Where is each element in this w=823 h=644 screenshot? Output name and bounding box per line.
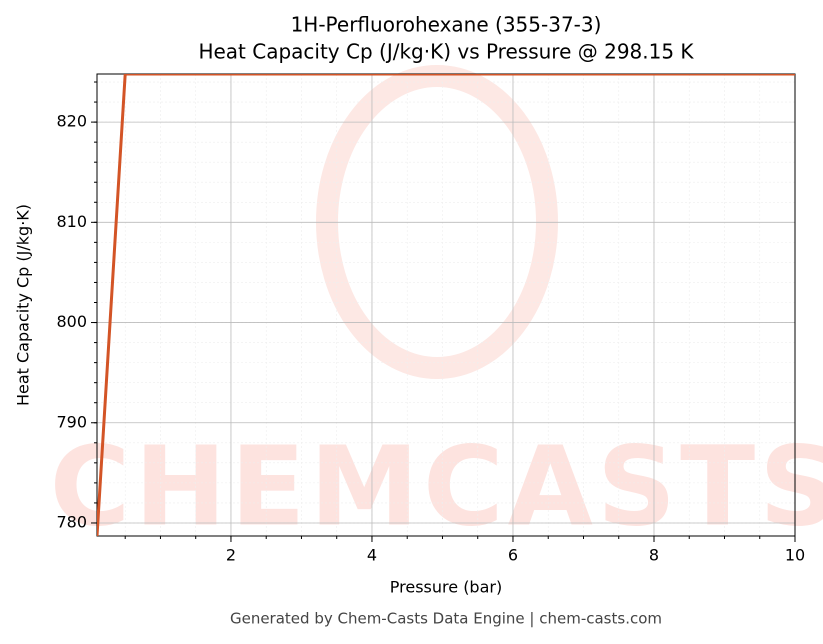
y-tick-label: 780 <box>56 512 87 531</box>
chart-title: 1H-Perfluorohexane (355-37-3) <box>291 13 602 37</box>
y-tick-label: 800 <box>56 312 87 331</box>
x-tick-label: 10 <box>785 546 805 565</box>
chart-subtitle: Heat Capacity Cp (J/kg·K) vs Pressure @ … <box>198 40 694 64</box>
y-tick-label: 820 <box>56 112 87 131</box>
x-tick-label: 4 <box>367 546 377 565</box>
data-line <box>97 74 795 536</box>
x-tick-label: 2 <box>226 546 236 565</box>
y-axis-label: Heat Capacity Cp (J/kg·K) <box>14 204 33 406</box>
x-axis-label: Pressure (bar) <box>390 578 502 597</box>
x-tick-label: 6 <box>508 546 518 565</box>
y-tick-label: 790 <box>56 412 87 431</box>
watermark: CHEMCASTS <box>50 422 823 550</box>
y-tick-label: 810 <box>56 212 87 231</box>
x-tick-label: 8 <box>649 546 659 565</box>
footer: Generated by Chem-Casts Data Engine | ch… <box>230 610 662 628</box>
